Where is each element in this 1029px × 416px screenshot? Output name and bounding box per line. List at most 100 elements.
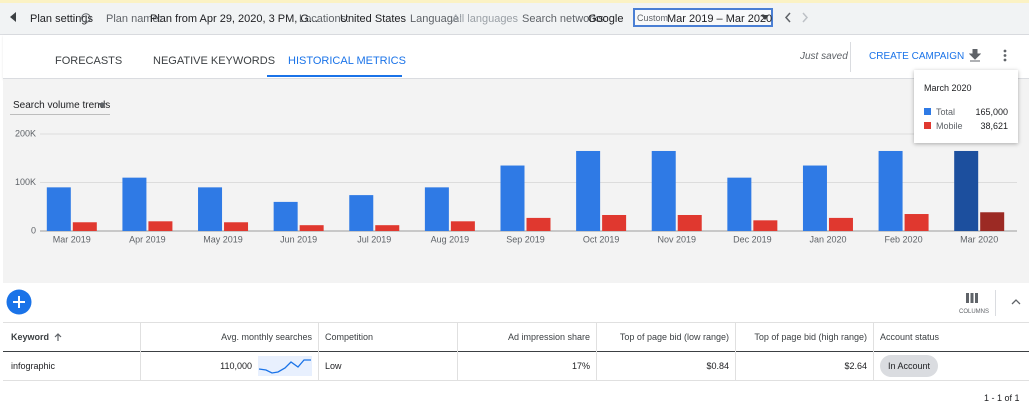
column-header[interactable]: Keyword <box>5 323 141 351</box>
y-tick-label: 100K <box>15 177 36 187</box>
x-tick-label: Apr 2019 <box>129 234 166 244</box>
bar <box>954 150 979 231</box>
bar <box>72 222 97 231</box>
bar <box>46 187 71 231</box>
add-button[interactable] <box>6 289 32 315</box>
x-tick-label: Jan 2020 <box>809 234 846 244</box>
dropdown-icon <box>761 15 769 20</box>
bar <box>727 177 752 231</box>
info-icon[interactable] <box>81 13 91 23</box>
bar <box>349 195 374 231</box>
divider <box>850 42 851 72</box>
setting-value: United States <box>340 13 407 25</box>
legend-label: Total <box>936 107 956 117</box>
x-tick-label: Jul 2019 <box>357 234 391 244</box>
table-cell: $0.84 <box>597 351 736 380</box>
bar <box>500 165 525 231</box>
bar <box>802 165 827 231</box>
table-cell: In Account <box>874 351 1029 380</box>
bar <box>904 214 929 231</box>
dropdown-icon <box>98 103 106 108</box>
nav-arrows[interactable] <box>784 12 810 23</box>
setting-value: All languages <box>452 13 519 25</box>
setting-label: Search networks: <box>522 13 607 25</box>
tooltip-value: 38,621 <box>980 121 1008 131</box>
tab[interactable]: FORECASTS <box>55 55 123 67</box>
bar <box>375 225 400 231</box>
create-campaign[interactable]: CREATE CAMPAIGN <box>869 51 965 62</box>
selector-underline <box>10 114 110 115</box>
pagination: 1 - 1 of 1 <box>984 393 1020 403</box>
plan-settings[interactable]: Plan settings <box>30 13 93 25</box>
bar <box>148 221 173 231</box>
status-chip: In Account <box>880 354 939 377</box>
back-icon[interactable] <box>9 12 17 22</box>
sparkline <box>258 355 312 376</box>
bar <box>602 214 627 231</box>
download-icon[interactable] <box>969 49 981 62</box>
bar <box>828 217 853 231</box>
x-tick-label: Mar 2020 <box>960 234 998 244</box>
collapse-icon[interactable] <box>1011 299 1021 305</box>
bar <box>576 150 601 231</box>
column-header[interactable]: Top of page bid (high range) <box>736 323 874 351</box>
save-status: Just saved <box>800 51 848 62</box>
x-tick-label: Sep 2019 <box>506 234 545 244</box>
more-icon[interactable] <box>1003 49 1007 62</box>
x-tick-label: Feb 2020 <box>885 234 923 244</box>
bar <box>980 212 1005 231</box>
column-header[interactable]: Competition <box>319 323 458 351</box>
tab-indicator <box>267 75 402 77</box>
date-value: Mar 2019 – Mar 2020 <box>667 13 773 25</box>
tooltip: March 2020 Total 165,000 Mobile 38,621 <box>914 70 1018 143</box>
bar <box>651 150 676 231</box>
setting-label: Language: <box>410 13 462 25</box>
tooltip-value: 165,000 <box>975 107 1008 117</box>
bar <box>122 177 147 231</box>
column-header[interactable]: Ad impression share <box>458 323 597 351</box>
bar <box>677 214 702 231</box>
date-picker[interactable] <box>633 8 773 27</box>
bar <box>299 225 324 231</box>
setting-label: Plan name: <box>106 13 162 25</box>
bar <box>753 220 778 231</box>
x-tick-label: Dec 2019 <box>733 234 772 244</box>
sort-icon[interactable] <box>52 332 64 342</box>
tab-bar <box>3 35 1029 79</box>
chart: 0 100K 200K Mar 2019 Apr 2019 May 2019 Jun 201… <box>15 128 1017 244</box>
tab[interactable]: HISTORICAL METRICS <box>288 55 406 67</box>
column-header[interactable]: Account status <box>880 332 940 342</box>
bar <box>878 150 903 231</box>
columns-icon[interactable] <box>966 293 978 303</box>
chart-selector[interactable]: Search volume trends <box>13 100 111 111</box>
legend-swatch <box>924 108 931 115</box>
bar <box>273 201 298 231</box>
column-header[interactable]: Top of page bid (low range) <box>597 323 736 351</box>
x-tick-label: Oct 2019 <box>583 234 620 244</box>
bar <box>526 217 551 231</box>
y-tick-label: 200K <box>15 128 36 138</box>
x-tick-label: Nov 2019 <box>657 234 696 244</box>
table-cell: infographic <box>5 351 141 380</box>
table-cell: $2.64 <box>736 351 874 380</box>
setting-label: Locations: <box>299 13 350 25</box>
setting-value: Google <box>588 13 624 25</box>
x-tick-label: Jun 2019 <box>280 234 317 244</box>
column-header[interactable]: Avg. monthly searches <box>141 323 319 351</box>
columns-label[interactable]: COLUMNS <box>959 309 990 315</box>
row-border <box>3 380 1029 381</box>
y-tick-label: 0 <box>31 225 36 235</box>
tooltip-title: March 2020 <box>924 83 972 93</box>
x-tick-label: May 2019 <box>203 234 243 244</box>
table-top-border <box>3 322 1029 323</box>
top-bar <box>0 0 1029 35</box>
table-cell: 17% <box>458 351 597 380</box>
table-cell: Low <box>319 351 458 380</box>
table-cell: 110,000 <box>141 351 319 380</box>
tab[interactable]: NEGATIVE KEYWORDS <box>153 55 276 67</box>
top-strip <box>0 0 1029 3</box>
x-tick-label: Mar 2019 <box>53 234 91 244</box>
x-tick-label: Aug 2019 <box>431 234 470 244</box>
divider <box>995 290 996 316</box>
